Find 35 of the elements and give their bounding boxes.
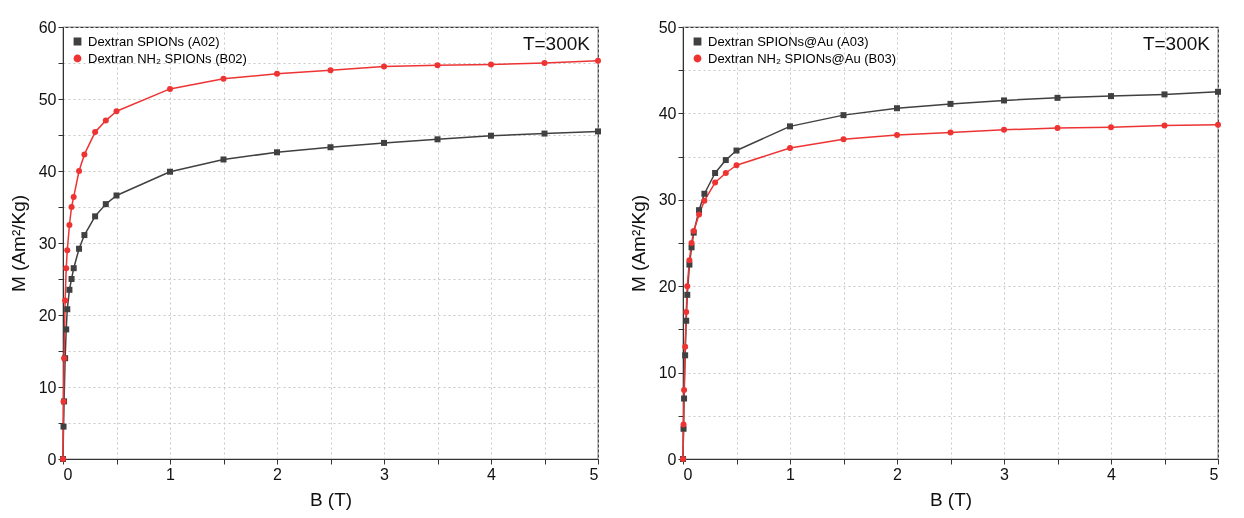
annotation: T=300K: [522, 33, 591, 54]
y-axis-title: M (Am²/Kg): [7, 194, 29, 293]
y-tick-label: 30: [658, 191, 677, 209]
x-tick-label: 3: [1000, 465, 1010, 483]
y-tick-label: 0: [47, 450, 57, 468]
legend-label: Dextran SPIONs@Au (A03): [708, 33, 869, 49]
x-axis-title: B (T): [309, 488, 353, 510]
legend-label: Dextran SPIONs (A02): [88, 33, 220, 49]
y-tick-label: 10: [38, 378, 57, 396]
y-tick-label: 40: [38, 162, 57, 180]
x-tick-label: 1: [166, 465, 176, 483]
y-tick-label: 50: [658, 18, 677, 36]
x-tick-label: 3: [380, 465, 390, 483]
x-tick-label: 2: [273, 465, 283, 483]
x-tick-label: 4: [1107, 465, 1117, 483]
y-tick-label: 40: [658, 104, 677, 122]
x-tick-label: 2: [893, 465, 903, 483]
x-tick-label: 0: [683, 465, 693, 483]
x-axis-title: B (T): [929, 488, 973, 510]
y-tick-label: 0: [667, 450, 677, 468]
y-tick-label: 20: [658, 277, 677, 295]
x-tick-label: 4: [487, 465, 497, 483]
legend-label: Dextran NH₂ SPIONs (B02): [88, 50, 247, 66]
legend-label: Dextran NH₂ SPIONs@Au (B03): [708, 50, 897, 66]
y-tick-label: 10: [658, 364, 677, 382]
y-tick-label: 50: [38, 90, 57, 108]
y-tick-label: 60: [38, 18, 57, 36]
x-tick-label: 5: [1209, 465, 1219, 483]
x-tick-label: 1: [786, 465, 796, 483]
x-tick-label: 5: [589, 465, 599, 483]
x-tick-label: 0: [63, 465, 73, 483]
annotation: T=300K: [1142, 33, 1211, 54]
y-tick-label: 30: [38, 234, 57, 252]
y-tick-label: 20: [38, 306, 57, 324]
y-axis-title: M (Am²/Kg): [627, 194, 649, 293]
